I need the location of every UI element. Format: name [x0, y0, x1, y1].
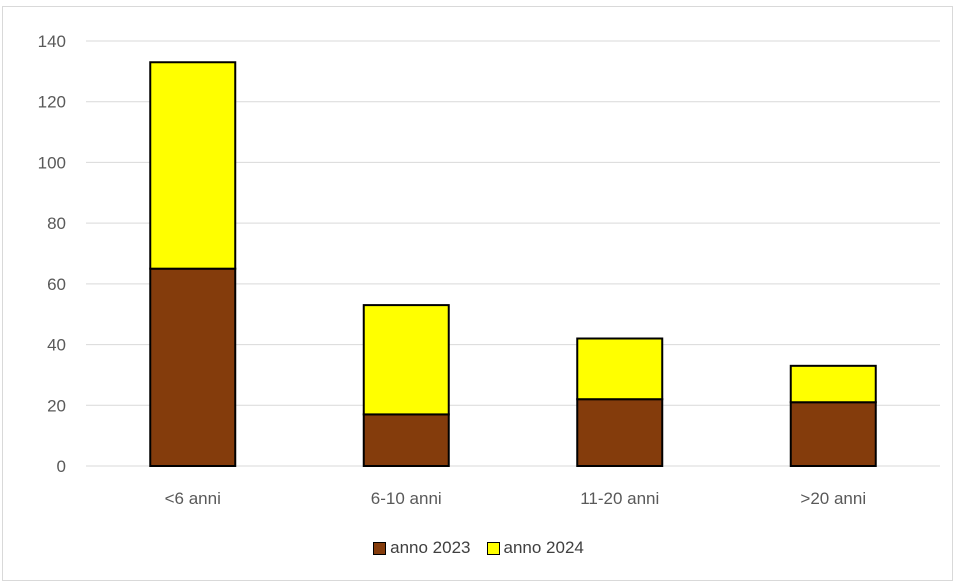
- legend-swatch-anno-2024: [486, 541, 500, 555]
- bar-segment: [149, 267, 237, 467]
- bar-segment: [362, 413, 450, 467]
- bar-segment: [149, 61, 237, 270]
- bar-segment: [362, 304, 450, 416]
- legend-label-anno-2024: anno 2024: [503, 538, 584, 557]
- x-axis-ticks: <6 anni 6-10 anni 11-20 anni >20 anni: [165, 489, 866, 508]
- legend-swatch-anno-2023: [373, 541, 387, 555]
- y-tick-label: 20: [47, 396, 66, 415]
- bars: [149, 61, 877, 468]
- y-tick-label: 0: [57, 457, 66, 476]
- bar-segment: [789, 364, 877, 404]
- y-tick-label: 60: [47, 275, 66, 294]
- x-tick-label: <6 anni: [165, 489, 221, 508]
- y-tick-label: 40: [47, 336, 66, 355]
- legend-item-anno-2024: anno 2024: [486, 538, 584, 558]
- x-tick-label: >20 anni: [800, 489, 866, 508]
- x-tick-label: 11-20 anni: [580, 489, 659, 508]
- y-axis-ticks: 0 20 40 60 80 100 120 140: [38, 32, 66, 476]
- y-tick-label: 140: [38, 32, 66, 51]
- y-tick-label: 120: [38, 93, 66, 112]
- y-tick-label: 80: [47, 214, 66, 233]
- x-tick-label: 6-10 anni: [371, 489, 442, 508]
- legend-item-anno-2023: anno 2023: [373, 538, 471, 558]
- y-tick-label: 100: [38, 153, 66, 172]
- bar-segment: [576, 398, 664, 468]
- legend-label-anno-2023: anno 2023: [390, 538, 471, 557]
- legend: anno 2023 anno 2024: [0, 538, 957, 558]
- bar-segment: [576, 337, 664, 401]
- bar-segment: [789, 401, 877, 467]
